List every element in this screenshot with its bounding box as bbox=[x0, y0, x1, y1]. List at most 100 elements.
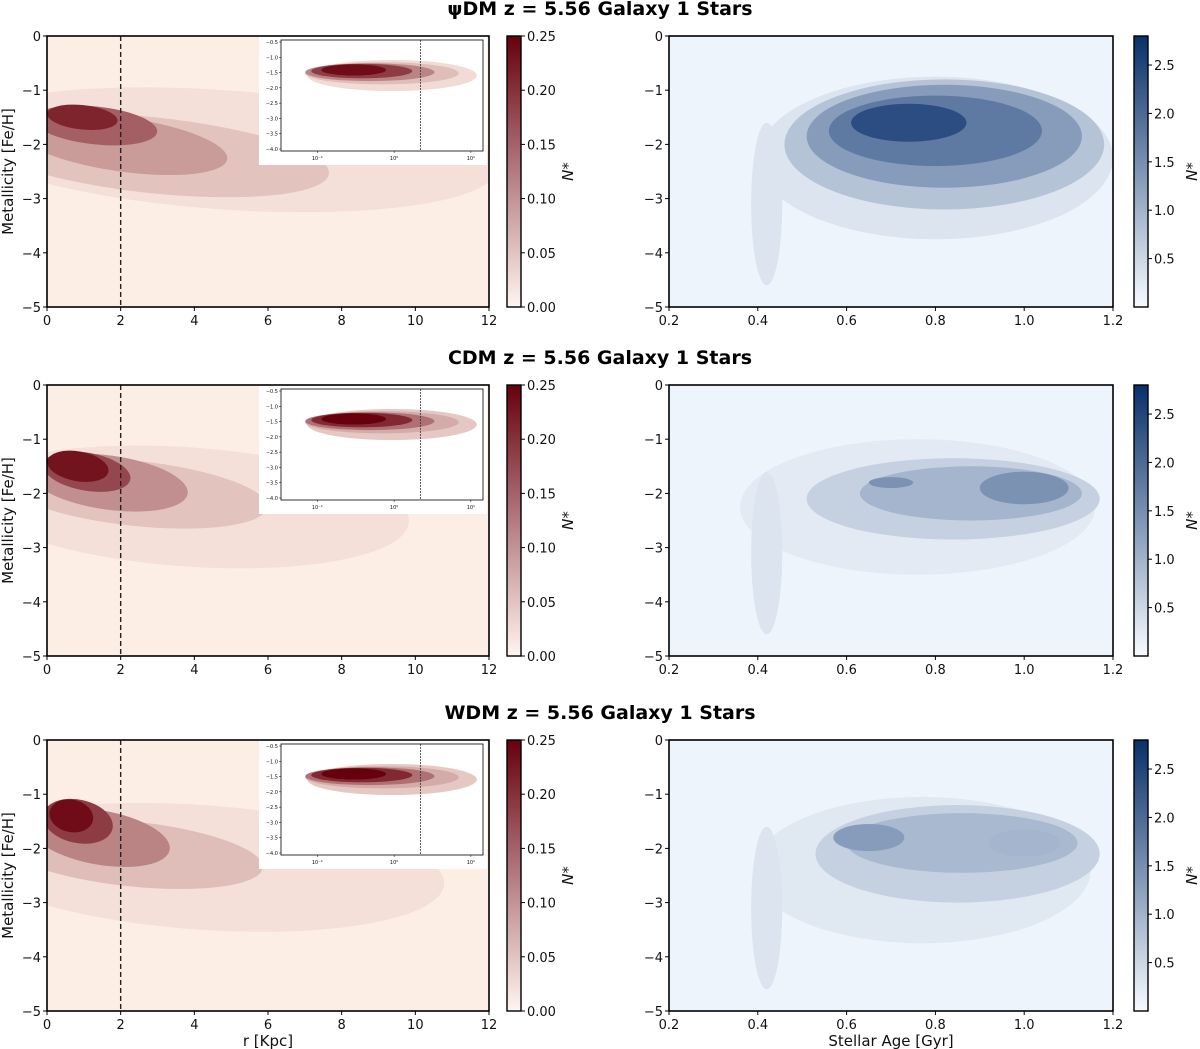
colorbar: 2.5 2.0 1.5 1.0 0.5 N* bbox=[1133, 739, 1200, 1012]
contour-level-5 bbox=[988, 829, 1060, 857]
colorbar-gradient bbox=[1133, 35, 1149, 308]
panel-title: WDM z = 5.56 Galaxy 1 Stars bbox=[444, 702, 755, 724]
colorbar-gradient bbox=[506, 35, 522, 308]
x-axis-label: Stellar Age [Gyr] bbox=[828, 1032, 953, 1049]
colorbar-tick-label: 0.5 bbox=[1154, 602, 1175, 617]
y-tick-label: −1 bbox=[22, 433, 41, 448]
colorbar-tick-label: 0.25 bbox=[527, 379, 556, 394]
y-tick-label: −2 bbox=[22, 138, 41, 153]
y-tick-label: −3 bbox=[22, 542, 41, 557]
y-tick-label: −4 bbox=[644, 951, 663, 966]
inset-ytick-label: −0.5 bbox=[266, 744, 278, 750]
contour-level-4 bbox=[979, 471, 1069, 505]
y-axis-label: Metallicity [Fe/H] bbox=[0, 108, 17, 235]
inset-frame bbox=[280, 743, 484, 856]
x-tick-label: 0.8 bbox=[925, 1018, 946, 1033]
inset-contour-5 bbox=[321, 413, 387, 425]
inset-xtick-label: 10⁻¹ bbox=[312, 860, 323, 866]
plot-frame bbox=[668, 35, 1114, 308]
colorbar-label: N* bbox=[559, 511, 577, 530]
contour-tail bbox=[751, 122, 783, 286]
inset-ytick-label: −1.5 bbox=[266, 420, 278, 426]
inset-ytick-label: −2.0 bbox=[266, 435, 278, 441]
x-tick-label: 2 bbox=[117, 314, 125, 329]
inset-ytick-label: −4.0 bbox=[266, 147, 278, 153]
colorbar-tick-label: 1.0 bbox=[1154, 204, 1175, 219]
y-tick-label: −4 bbox=[644, 596, 663, 611]
x-tick-label: 0.4 bbox=[747, 314, 768, 329]
inset-ytick-label: −0.5 bbox=[266, 389, 278, 395]
y-tick-label: −5 bbox=[22, 650, 41, 665]
inset-contour-5 bbox=[321, 64, 387, 76]
x-tick-label: 0.8 bbox=[925, 663, 946, 678]
x-tick-label: 1.2 bbox=[1103, 314, 1124, 329]
inset-plot: −0.5 −1.0 −1.5 −2.0 −2.5 −3.0 −3.5 −4.0 10⁻¹ 10⁰ 1… bbox=[259, 36, 487, 165]
colorbar-tick-label: 0.05 bbox=[527, 247, 556, 262]
x-tick-label: 4 bbox=[190, 1018, 198, 1033]
colorbar: 2.5 2.0 1.5 1.0 0.5 N* bbox=[1133, 35, 1200, 308]
y-tick-label: −2 bbox=[644, 842, 663, 857]
colorbar-tick-label: 0.25 bbox=[527, 734, 556, 749]
x-tick-label: 0.4 bbox=[747, 663, 768, 678]
x-tick-label: 4 bbox=[190, 663, 198, 678]
colorbar-tick-label: 0.20 bbox=[527, 433, 556, 448]
inset-ytick-label: −2.0 bbox=[266, 790, 278, 796]
y-tick-label: −1 bbox=[644, 788, 663, 803]
colorbar-tick-label: 0.15 bbox=[527, 487, 556, 502]
colorbar: 2.5 2.0 1.5 1.0 0.5 N* bbox=[1133, 384, 1200, 657]
colorbar-tick-label: 2.0 bbox=[1154, 456, 1175, 471]
inset-ytick-label: −2.5 bbox=[266, 101, 278, 107]
inset-ytick-label: −4.0 bbox=[266, 851, 278, 857]
inset-xtick-label: 10⁰ bbox=[390, 505, 398, 511]
x-tick-label: 0 bbox=[43, 1018, 51, 1033]
x-tick-label: 10 bbox=[407, 314, 424, 329]
y-tick-label: −2 bbox=[644, 138, 663, 153]
y-tick-label: 0 bbox=[655, 379, 663, 394]
y-tick-label: −3 bbox=[22, 897, 41, 912]
x-tick-label: 0.6 bbox=[836, 314, 857, 329]
colorbar-tick-label: 0.15 bbox=[527, 138, 556, 153]
y-tick-label: −5 bbox=[22, 1005, 41, 1020]
inset-xtick-label: 10¹ bbox=[467, 505, 475, 511]
inset-contours bbox=[305, 59, 477, 92]
colorbar-tick-label: 1.0 bbox=[1154, 908, 1175, 923]
x-tick-label: 1.0 bbox=[1014, 663, 1035, 678]
x-tick-label: 8 bbox=[338, 663, 346, 678]
colorbar-label: N* bbox=[559, 866, 577, 885]
colorbar-tick-label: 0.05 bbox=[527, 951, 556, 966]
plot-frame bbox=[668, 739, 1114, 1012]
inset-xtick-label: 10⁰ bbox=[390, 156, 398, 162]
inset-plot: −0.5 −1.0 −1.5 −2.0 −2.5 −3.0 −3.5 −4.0 10⁻¹ 10⁰ 1… bbox=[259, 740, 487, 869]
y-tick-label: −5 bbox=[644, 1005, 663, 1020]
colorbar: 0.25 0.20 0.15 0.10 0.05 0.00 N* bbox=[506, 379, 577, 665]
plot-frame bbox=[668, 384, 1114, 657]
x-axis-label: r [Kpc] bbox=[243, 1032, 293, 1049]
x-tick-label: 8 bbox=[338, 1018, 346, 1033]
x-tick-label: 6 bbox=[264, 1018, 272, 1033]
x-tick-label: 0 bbox=[43, 663, 51, 678]
contour-level-5 bbox=[868, 477, 914, 488]
x-tick-label: 1.2 bbox=[1103, 1018, 1124, 1033]
x-tick-label: 4 bbox=[190, 314, 198, 329]
inset-ytick-label: −1.0 bbox=[266, 404, 278, 410]
colorbar-tick-label: 0.05 bbox=[527, 596, 556, 611]
inset-xtick-label: 10¹ bbox=[467, 156, 475, 162]
x-tick-label: 0.6 bbox=[836, 1018, 857, 1033]
x-tick-label: 1.2 bbox=[1103, 663, 1124, 678]
inset-ytick-label: −2.5 bbox=[266, 450, 278, 456]
colorbar-gradient bbox=[506, 739, 522, 1012]
x-tick-label: 0.8 bbox=[925, 314, 946, 329]
colorbar-label: N* bbox=[559, 162, 577, 181]
colorbar-tick-label: 0.20 bbox=[527, 84, 556, 99]
x-tick-label: 0.2 bbox=[659, 1018, 680, 1033]
colorbar: 0.25 0.20 0.15 0.10 0.05 0.00 N* bbox=[506, 734, 577, 1020]
inset-ytick-label: −3.0 bbox=[266, 116, 278, 122]
colorbar-tick-label: 0.20 bbox=[527, 788, 556, 803]
y-tick-label: −1 bbox=[644, 84, 663, 99]
inset-frame bbox=[280, 388, 484, 501]
x-tick-label: 1.0 bbox=[1014, 1018, 1035, 1033]
x-tick-label: 0.2 bbox=[659, 314, 680, 329]
x-tick-label: 0.2 bbox=[659, 663, 680, 678]
colorbar-tick-label: 0.00 bbox=[527, 650, 556, 665]
